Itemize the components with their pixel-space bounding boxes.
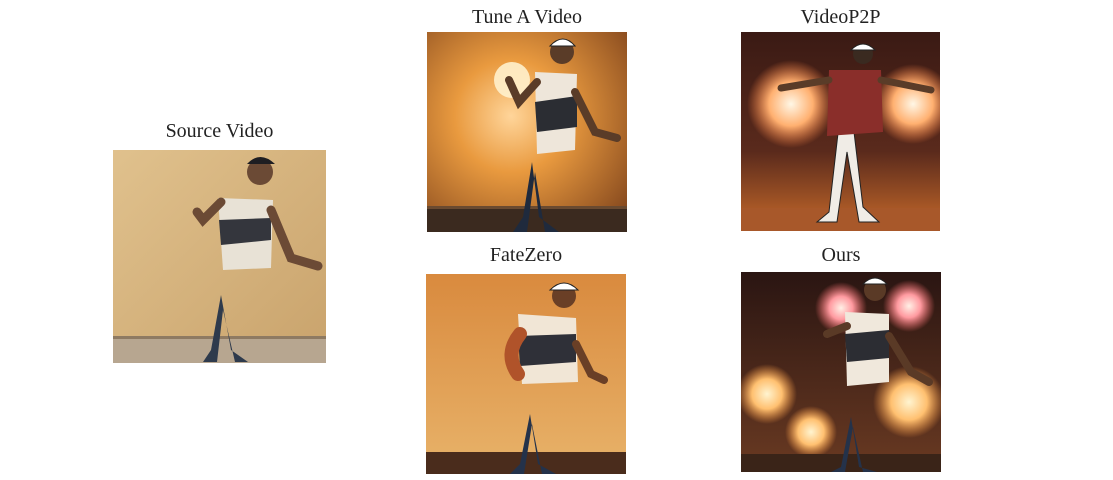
image-ours	[741, 272, 941, 472]
panel-fatezero: FateZero	[426, 244, 626, 474]
image-tune-a-video	[427, 32, 627, 232]
image-fatezero	[426, 274, 626, 474]
panel-ours: Ours	[741, 244, 941, 472]
panel-videop2p: VideoP2P	[741, 6, 940, 231]
caption-videop2p: VideoP2P	[800, 6, 881, 28]
caption-source-video: Source Video	[165, 120, 274, 142]
caption-ours: Ours	[821, 244, 861, 266]
image-videop2p	[741, 32, 940, 231]
panel-source-video: Source Video	[113, 120, 326, 363]
image-source-video	[113, 150, 326, 363]
panel-tune-a-video: Tune A Video	[427, 6, 627, 232]
caption-fatezero: FateZero	[489, 244, 563, 266]
caption-tune-a-video: Tune A Video	[472, 6, 582, 28]
